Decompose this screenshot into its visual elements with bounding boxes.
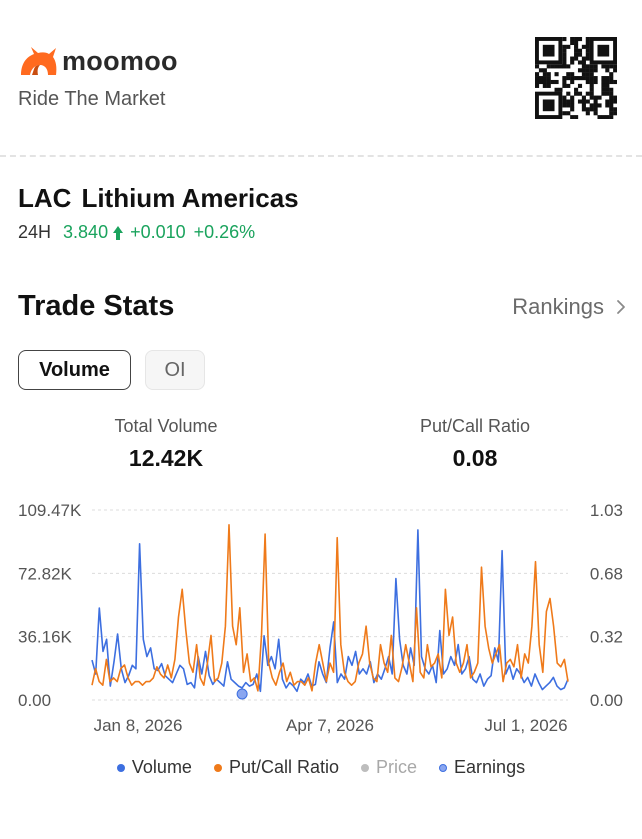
earnings-marker[interactable]	[236, 688, 248, 700]
dashed-divider	[0, 155, 642, 157]
x-tick-label: Jul 1, 2026	[484, 716, 567, 735]
legend-earnings[interactable]: Earnings	[439, 757, 525, 778]
rankings-label: Rankings	[512, 294, 604, 319]
total-volume-stat: Total Volume 12.42K	[76, 416, 256, 472]
section-title: Trade Stats	[18, 290, 175, 322]
brand-logo[interactable]: moomoo	[18, 44, 178, 78]
stock-price: 3.840	[63, 222, 109, 242]
rankings-link[interactable]: Rankings	[512, 294, 626, 320]
chevron-right-icon	[617, 300, 625, 314]
legend-earnings-label: Earnings	[454, 757, 526, 777]
legend-price-dot	[361, 763, 370, 772]
volume-series-line	[91, 529, 569, 693]
legend-price[interactable]: Price	[361, 757, 417, 778]
pcr-stat: Put/Call Ratio 0.08	[385, 416, 565, 472]
tab-oi[interactable]: OI	[145, 350, 205, 390]
y-right-tick-label: 0.68	[590, 564, 623, 583]
trade-stats-chart[interactable]: 109.47K 72.82K 36.16K 0.00 1.03 0.68 0.32 0.00 J…	[0, 495, 642, 745]
up-arrow-icon	[113, 225, 124, 240]
pcr-value: 0.08	[452, 445, 498, 471]
stock-quote: 24H 3.840 +0.010 +0.26%	[18, 222, 255, 243]
total-volume-label: Total Volume	[114, 416, 218, 436]
tagline: Ride The Market	[18, 88, 166, 110]
chart-legend: Volume Put/Call Ratio Price Earnings	[0, 757, 642, 778]
legend-volume[interactable]: Volume	[116, 757, 192, 778]
y-left-tick-label: 109.47K	[18, 501, 82, 520]
legend-volume-label: Volume	[131, 757, 192, 777]
price-change: +0.010	[130, 222, 186, 242]
bull-logo-icon	[21, 47, 57, 75]
total-volume-value: 12.42K	[128, 445, 204, 471]
y-left-tick-label: 36.16K	[18, 628, 73, 647]
stock-name: Lithium Americas	[81, 183, 299, 213]
pcr-label: Put/Call Ratio	[419, 416, 531, 436]
brand-name: moomoo	[62, 45, 178, 76]
y-right-tick-label: 0.32	[590, 628, 623, 647]
legend-pcr[interactable]: Put/Call Ratio	[213, 757, 340, 778]
tab-bar: Volume OI	[18, 350, 205, 390]
session-label: 24H	[18, 222, 52, 242]
tab-volume[interactable]: Volume	[18, 350, 131, 390]
legend-volume-dot	[116, 763, 125, 772]
y-left-tick-label: 0.00	[18, 691, 51, 710]
legend-earnings-dot	[439, 763, 448, 772]
pcr-series-line	[91, 523, 569, 692]
x-tick-label: Apr 7, 2026	[286, 716, 374, 735]
legend-pcr-label: Put/Call Ratio	[228, 757, 340, 777]
y-left-tick-label: 72.82K	[18, 564, 73, 583]
price-change-pct: +0.26%	[193, 222, 256, 242]
header: moomoo Ride The Market	[0, 0, 642, 157]
x-tick-label: Jan 8, 2026	[94, 716, 183, 735]
qr-code-icon	[535, 37, 617, 119]
legend-pcr-dot	[213, 763, 222, 772]
y-right-tick-label: 1.03	[590, 501, 623, 520]
legend-price-label: Price	[376, 757, 418, 777]
stock-symbol: LAC	[18, 183, 72, 213]
y-right-tick-label: 0.00	[590, 691, 623, 710]
stock-heading: LAC Lithium Americas	[18, 183, 299, 214]
